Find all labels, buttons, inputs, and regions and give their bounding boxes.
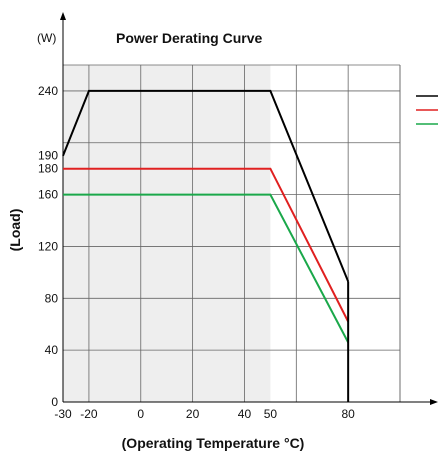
- y-unit: (W): [37, 31, 56, 45]
- y-tick-label: 80: [45, 291, 59, 305]
- x-tick-label: 80: [341, 407, 355, 421]
- y-tick-label: 0: [51, 395, 58, 409]
- operating-region-shade: [63, 65, 271, 402]
- series-line-3: [63, 193, 350, 343]
- x-tick-label: 40: [238, 407, 252, 421]
- y-tick-label: 120: [38, 239, 58, 253]
- x-axis-label: (Operating Temperature °C): [122, 435, 305, 451]
- series-group: [62, 89, 350, 343]
- x-tick-label: 50: [264, 407, 278, 421]
- x-tick-label: 0: [137, 407, 144, 421]
- y-tick-label: 40: [45, 343, 59, 357]
- x-tick-label: -20: [80, 407, 98, 421]
- y-tick-label: 160: [38, 188, 58, 202]
- y-tick-label: 240: [38, 84, 58, 98]
- y-tick-label: 180: [38, 162, 58, 176]
- x-tick-label: 20: [186, 407, 200, 421]
- y-axis-arrow: [60, 12, 66, 20]
- y-axis-label: (Load): [7, 209, 23, 252]
- axes: [60, 12, 438, 405]
- chart-title: Power Derating Curve: [116, 30, 262, 46]
- legend: [416, 95, 438, 125]
- x-axis-arrow: [430, 399, 438, 405]
- x-tick-labels: -30 -20 0 20 40 50 80: [54, 407, 355, 421]
- series-line-2: [63, 167, 350, 323]
- x-tick-label: -30: [54, 407, 72, 421]
- y-tick-label: 190: [38, 149, 58, 163]
- series-line-1: [62, 89, 350, 282]
